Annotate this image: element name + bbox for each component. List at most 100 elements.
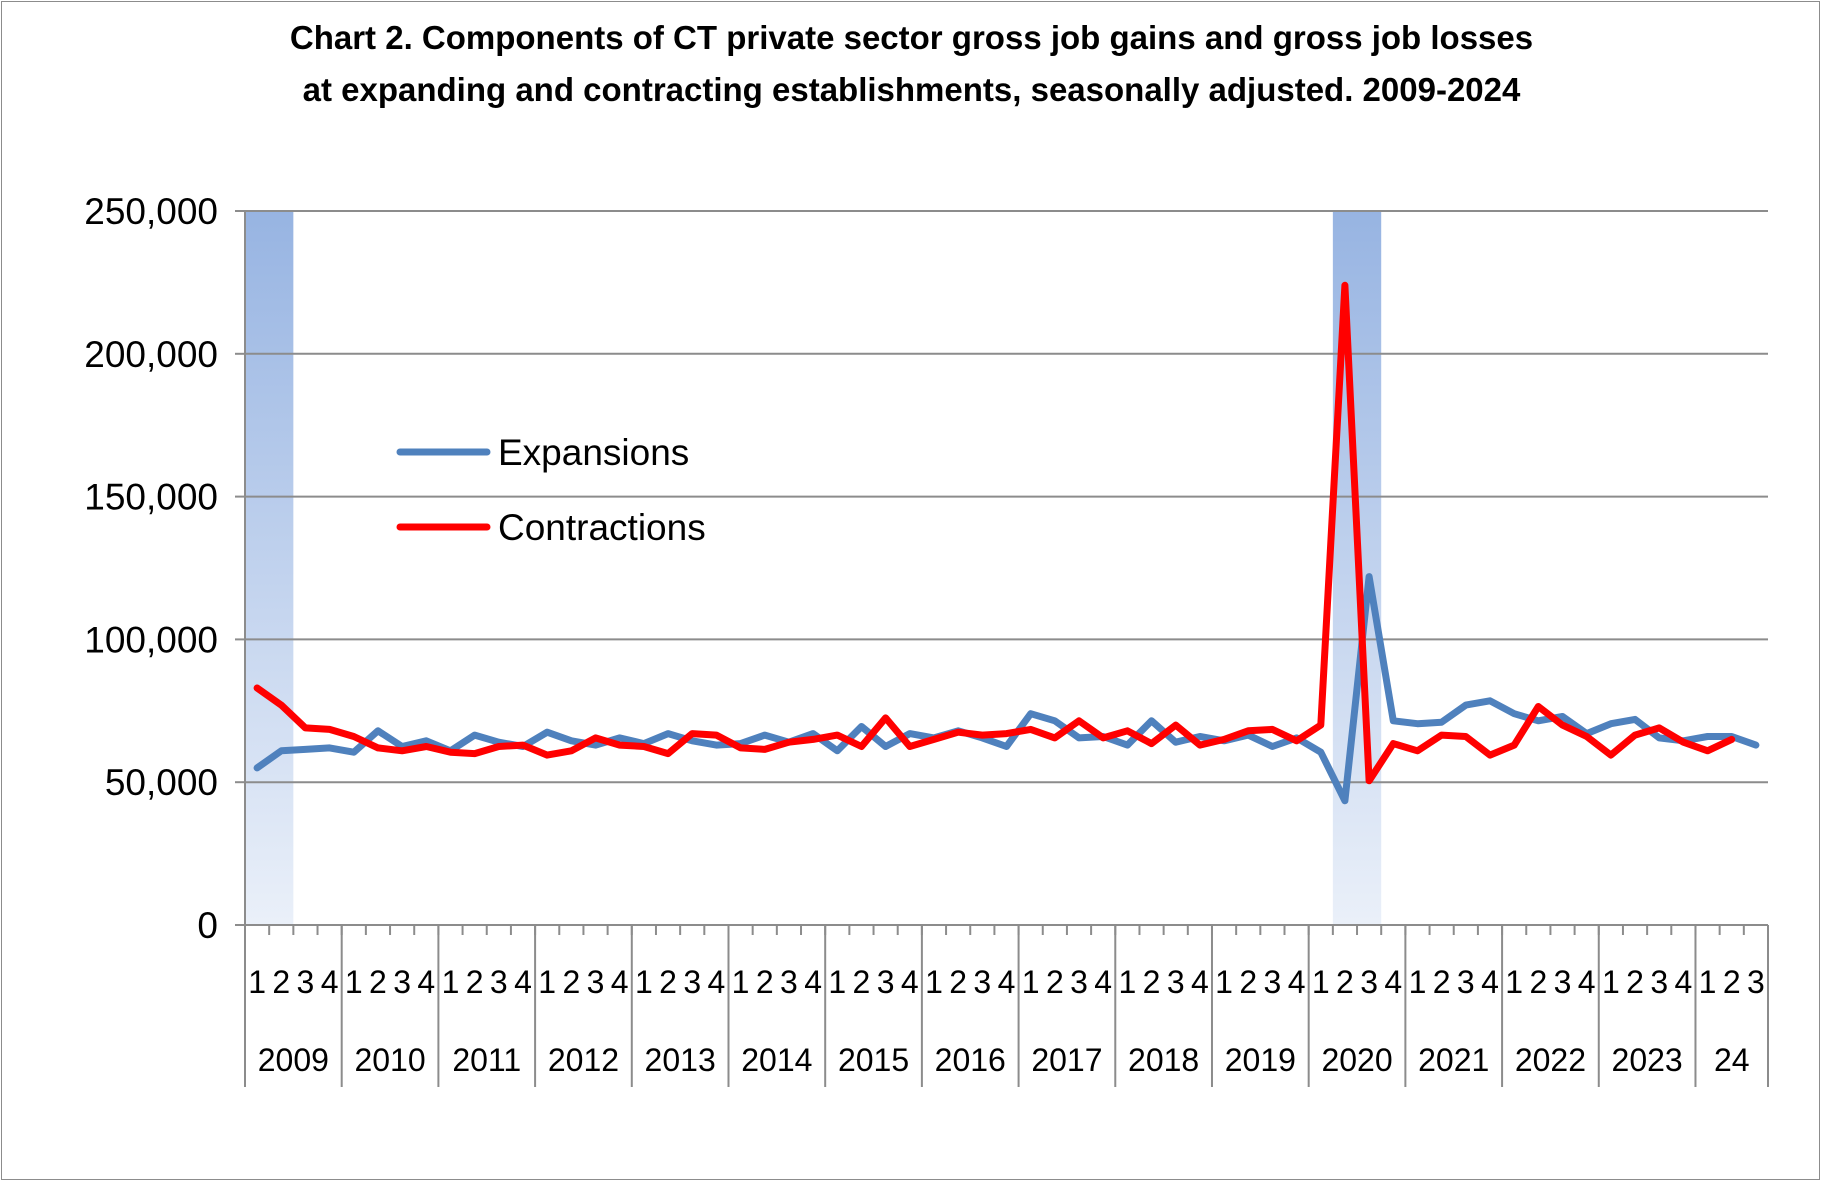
x-quarter-label: 1	[925, 964, 943, 1000]
x-quarter-label: 1	[635, 964, 653, 1000]
x-quarter-label: 3	[1747, 964, 1765, 1000]
x-quarter-label: 2	[1433, 964, 1451, 1000]
x-year-label: 2023	[1612, 1042, 1683, 1078]
x-year-label: 2014	[741, 1042, 812, 1078]
x-year-label: 2010	[354, 1042, 425, 1078]
x-year-label: 2012	[548, 1042, 619, 1078]
x-quarter-label: 2	[1046, 964, 1064, 1000]
x-quarter-label: 1	[345, 964, 363, 1000]
y-tick-label: 150,000	[84, 477, 218, 518]
x-quarter-label: 1	[1022, 964, 1040, 1000]
x-quarter-label: 2	[272, 964, 290, 1000]
x-year-label: 2022	[1515, 1042, 1586, 1078]
x-year-label: 2011	[452, 1042, 521, 1078]
x-quarter-label: 3	[973, 964, 991, 1000]
legend-label-expansions: Expansions	[498, 432, 689, 473]
x-quarter-label: 3	[490, 964, 508, 1000]
x-quarter-label: 1	[538, 964, 556, 1000]
y-tick-label: 100,000	[84, 619, 218, 660]
series-layer	[253, 281, 1760, 805]
x-quarter-label: 2	[756, 964, 774, 1000]
x-quarter-label: 1	[1409, 964, 1427, 1000]
x-quarter-label: 2	[949, 964, 967, 1000]
x-quarter-label: 3	[1167, 964, 1185, 1000]
x-quarter-label: 2	[1529, 964, 1547, 1000]
y-tick-label: 50,000	[105, 762, 218, 803]
x-year-label: 2009	[258, 1042, 329, 1078]
x-quarter-label: 4	[1578, 964, 1596, 1000]
x-quarter-label: 3	[877, 964, 895, 1000]
x-quarter-label: 3	[1554, 964, 1572, 1000]
x-quarter-label: 4	[1384, 964, 1402, 1000]
chart-title: Chart 2. Components of CT private sector…	[289, 19, 1534, 56]
y-tick-label: 0	[197, 905, 218, 946]
x-quarter-label: 4	[1094, 964, 1112, 1000]
x-quarter-label: 4	[1481, 964, 1499, 1000]
x-year-label: 2018	[1128, 1042, 1199, 1078]
x-quarter-label: 1	[1602, 964, 1620, 1000]
x-quarter-label: 1	[732, 964, 750, 1000]
recession-shading-layer	[245, 211, 1382, 925]
x-quarter-label: 4	[321, 964, 339, 1000]
x-quarter-label: 4	[514, 964, 532, 1000]
x-quarter-label: 2	[369, 964, 387, 1000]
legend-label-contractions: Contractions	[498, 507, 706, 548]
y-tick-label: 200,000	[84, 334, 218, 375]
x-quarter-label: 1	[1118, 964, 1136, 1000]
x-year-label: 2021	[1418, 1042, 1489, 1078]
x-quarter-label: 4	[1674, 964, 1692, 1000]
x-quarter-label: 2	[1626, 964, 1644, 1000]
chart-subtitle: at expanding and contracting establishme…	[302, 71, 1521, 108]
x-quarter-label: 4	[611, 964, 629, 1000]
x-quarter-label: 3	[1070, 964, 1088, 1000]
x-quarter-label: 4	[708, 964, 726, 1000]
x-quarter-label: 1	[442, 964, 460, 1000]
x-year-label: 2017	[1031, 1042, 1102, 1078]
x-quarter-label: 1	[1312, 964, 1330, 1000]
x-quarter-label: 2	[466, 964, 484, 1000]
x-quarter-label: 4	[1288, 964, 1306, 1000]
x-quarter-label: 1	[1699, 964, 1717, 1000]
series-line-expansions	[253, 573, 1760, 805]
x-quarter-label: 3	[780, 964, 798, 1000]
x-quarter-label: 4	[417, 964, 435, 1000]
series-line-contractions	[253, 281, 1736, 785]
x-quarter-label: 3	[1457, 964, 1475, 1000]
x-quarter-label: 2	[1143, 964, 1161, 1000]
y-tick-label: 250,000	[84, 191, 218, 232]
x-quarter-label: 1	[1215, 964, 1233, 1000]
x-quarter-label: 4	[901, 964, 919, 1000]
x-year-label: 2020	[1321, 1042, 1392, 1078]
x-quarter-label: 3	[1360, 964, 1378, 1000]
x-year-label: 2015	[838, 1042, 909, 1078]
chart-title-block: Chart 2. Components of CT private sector…	[0, 12, 1823, 116]
legend: Expansions Contractions	[396, 432, 706, 548]
x-quarter-label: 1	[248, 964, 266, 1000]
x-year-label: 24	[1714, 1042, 1750, 1078]
x-quarter-label: 1	[1505, 964, 1523, 1000]
gridlines	[245, 210, 1768, 784]
x-quarter-label: 3	[587, 964, 605, 1000]
x-quarter-label: 3	[297, 964, 315, 1000]
x-quarter-label: 4	[1191, 964, 1209, 1000]
x-quarter-label: 3	[1650, 964, 1668, 1000]
x-quarter-label: 2	[1723, 964, 1741, 1000]
x-quarter-label: 3	[683, 964, 701, 1000]
x-quarter-label: 1	[828, 964, 846, 1000]
x-quarter-label: 4	[998, 964, 1016, 1000]
x-year-label: 2016	[935, 1042, 1006, 1078]
x-quarter-label: 2	[1336, 964, 1354, 1000]
x-quarter-label: 3	[393, 964, 411, 1000]
x-quarter-label: 3	[1264, 964, 1282, 1000]
x-quarter-label: 2	[562, 964, 580, 1000]
x-quarter-label: 2	[1239, 964, 1257, 1000]
x-quarter-label: 2	[853, 964, 871, 1000]
x-year-label: 2019	[1225, 1042, 1296, 1078]
x-quarter-label: 4	[804, 964, 822, 1000]
x-quarter-label: 2	[659, 964, 677, 1000]
x-year-label: 2013	[645, 1042, 716, 1078]
recession-band-1	[245, 211, 294, 925]
